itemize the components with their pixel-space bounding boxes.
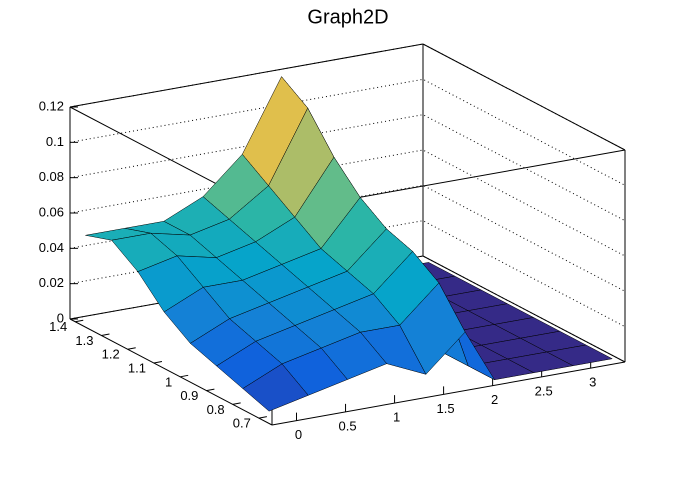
- y-tick: [153, 361, 163, 364]
- box-edge: [271, 361, 626, 426]
- z-tick-label: 0.08: [39, 169, 64, 184]
- y-tick-label: 1.3: [75, 333, 93, 348]
- surface-cell: [242, 363, 309, 412]
- y-tick-label: 1.2: [102, 347, 120, 362]
- z-tick-label: 0.1: [46, 134, 64, 149]
- box-edge: [69, 318, 273, 426]
- z-tick-label: 0.12: [39, 98, 64, 113]
- x-tick-label: 2: [491, 392, 498, 407]
- box-edge: [69, 43, 424, 108]
- x-tick-label: 2.5: [535, 383, 553, 398]
- x-tick-label: 1: [393, 410, 400, 425]
- chart-title: Graph2D: [307, 6, 388, 28]
- x-tick-label: 0: [295, 427, 302, 442]
- z-tick-label: 0.02: [39, 275, 64, 290]
- y-tick-label: 1: [165, 374, 172, 389]
- x-tick-label: 3: [589, 375, 596, 390]
- z-tick-label: 0.06: [39, 204, 64, 219]
- y-tick: [101, 333, 110, 337]
- y-tick: [75, 319, 84, 323]
- x-tick-label: 1.5: [437, 401, 455, 416]
- y-tick: [232, 402, 241, 405]
- y-tick: [206, 388, 215, 392]
- y-tick-label: 0.9: [180, 388, 198, 403]
- y-tick-label: 0.7: [233, 416, 251, 431]
- y-tick-label: 1.1: [128, 360, 146, 375]
- y-tick: [127, 347, 136, 350]
- y-tick-label: 1.4: [49, 319, 67, 334]
- z-tick-label: 0: [57, 310, 64, 325]
- x-tick-label: 0.5: [339, 418, 357, 433]
- y-tick: [258, 416, 267, 419]
- y-tick: [180, 374, 189, 378]
- z-tick-label: 0.04: [39, 240, 64, 255]
- y-tick-label: 0.8: [207, 402, 225, 417]
